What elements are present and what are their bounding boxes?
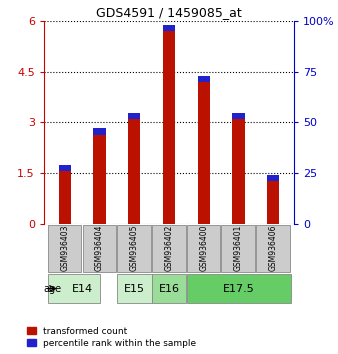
FancyBboxPatch shape [48,274,100,303]
Bar [198,76,210,82]
Text: E15: E15 [124,284,145,293]
Text: GSM936401: GSM936401 [234,225,243,271]
Bar [93,129,105,135]
FancyBboxPatch shape [117,224,151,272]
Bar [163,25,175,223]
Text: age: age [43,284,62,293]
Text: GSM936406: GSM936406 [269,225,278,271]
Text: E14: E14 [72,284,93,293]
FancyBboxPatch shape [256,224,290,272]
Bar [128,113,140,223]
FancyBboxPatch shape [187,224,220,272]
FancyBboxPatch shape [48,224,81,272]
Text: E17.5: E17.5 [223,284,255,293]
Text: GSM936403: GSM936403 [60,225,69,271]
FancyBboxPatch shape [152,224,186,272]
FancyBboxPatch shape [117,274,152,303]
Bar [267,175,279,181]
Bar [198,76,210,223]
Text: GSM936404: GSM936404 [95,225,104,271]
Text: GSM936402: GSM936402 [165,225,173,271]
Text: E16: E16 [159,284,179,293]
Bar [59,165,71,223]
Text: GSM936400: GSM936400 [199,225,208,271]
Bar [93,129,105,223]
Legend: transformed count, percentile rank within the sample: transformed count, percentile rank withi… [25,325,198,349]
FancyBboxPatch shape [187,274,291,303]
Bar [267,175,279,223]
FancyBboxPatch shape [221,224,255,272]
Title: GDS4591 / 1459085_at: GDS4591 / 1459085_at [96,6,242,19]
Bar [233,113,245,223]
Bar [163,25,175,32]
FancyBboxPatch shape [152,274,186,303]
FancyBboxPatch shape [82,224,116,272]
Text: GSM936405: GSM936405 [130,225,139,271]
Bar [128,113,140,119]
Bar [233,113,245,119]
Bar [59,165,71,171]
